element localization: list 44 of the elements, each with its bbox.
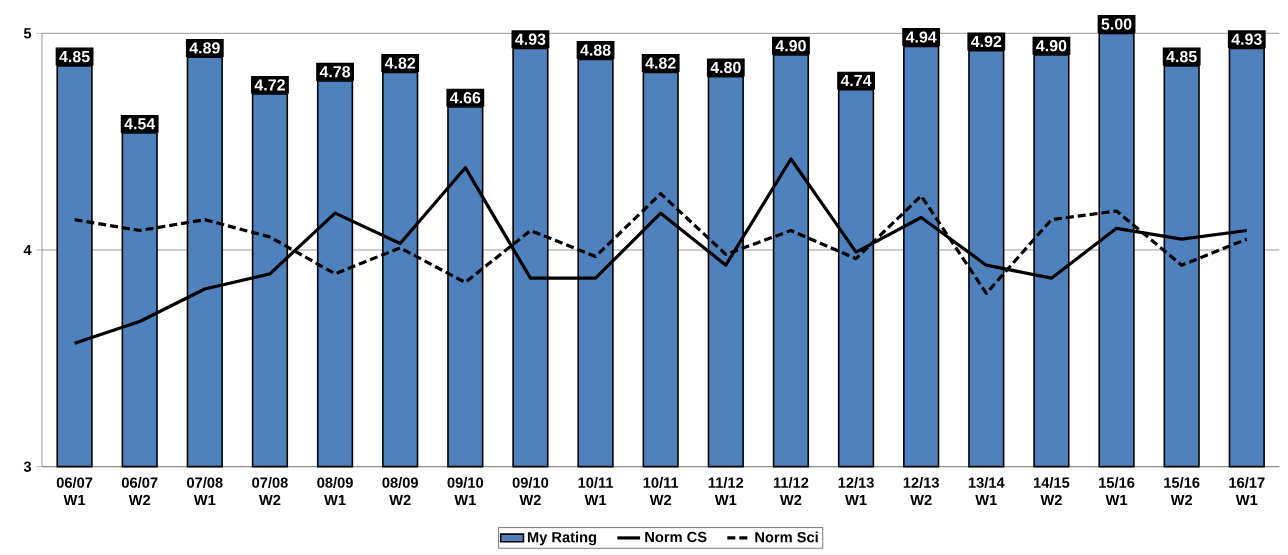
x-tick-label: 06/07 W2 (121, 477, 158, 506)
x-tick-label: 08/09 W2 (382, 477, 418, 506)
data-label: 4.82 (384, 57, 416, 69)
data-label: 4.93 (515, 33, 546, 46)
data-label: 4.89 (189, 42, 220, 54)
data-label: 4.90 (1036, 40, 1067, 52)
data-label: 4.66 (449, 92, 481, 104)
x-tick-label: 09/10 W2 (512, 477, 549, 506)
data-label: 4.82 (645, 57, 676, 69)
x-tick-label: 09/10 W1 (447, 477, 484, 506)
x-tick-label: 10/11 W1 (578, 477, 614, 506)
data-label: 4.94 (905, 31, 937, 43)
x-tick-label: 15/16 W1 (1099, 477, 1135, 506)
x-tick-label: 08/09 W1 (317, 477, 353, 506)
x-tick-label: 13/14 W1 (968, 477, 1005, 506)
data-label: 4.80 (710, 61, 741, 74)
x-tick-label: 10/11 W2 (643, 477, 679, 506)
y-tick-label: 4 (23, 245, 32, 256)
y-tick-label: 5 (23, 28, 32, 39)
data-label: 4.85 (59, 51, 90, 63)
data-label: 4.88 (580, 44, 611, 56)
x-tick-label: 11/12 W2 (773, 477, 809, 506)
y-tick-label: 3 (23, 461, 32, 473)
x-tick-label: 15/16 W2 (1164, 477, 1200, 506)
data-label: 5.00 (1101, 18, 1132, 30)
legend-label: My Rating (527, 531, 597, 546)
data-label: 4.93 (1231, 33, 1262, 46)
legend-label: Norm Sci (755, 531, 818, 543)
x-tick-label: 12/13 W2 (903, 477, 939, 506)
data-label: 4.74 (840, 75, 872, 87)
x-tick-label: 12/13 W1 (838, 477, 874, 506)
x-tick-label: 07/08 W1 (187, 477, 223, 506)
data-label: 4.72 (254, 79, 285, 91)
data-label: 4.54 (124, 118, 156, 130)
x-tick-label: 16/17 W1 (1229, 477, 1265, 506)
x-tick-label: 11/12 W1 (708, 477, 744, 506)
data-label: 4.85 (1166, 51, 1197, 63)
x-tick-label: 07/08 W2 (252, 477, 288, 506)
data-label: 4.78 (319, 66, 351, 78)
legend-label: Norm CS (645, 531, 707, 543)
x-tick-label: 14/15 W2 (1033, 477, 1070, 506)
data-label: 4.92 (970, 35, 1002, 48)
data-label: 4.90 (775, 40, 806, 52)
x-tick-label: 06/07 W1 (56, 477, 93, 506)
